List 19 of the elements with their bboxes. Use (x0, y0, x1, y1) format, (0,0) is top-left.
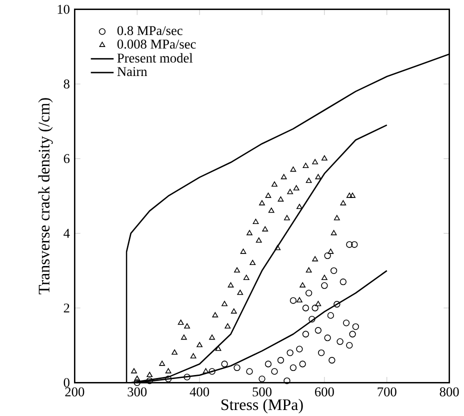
y-tick-label: 8 (64, 79, 70, 88)
y-tick-label: 2 (64, 304, 70, 312)
x-tick-label: 800 (440, 387, 459, 396)
x-tick-label: 200 (65, 387, 84, 396)
y-tick-label: 0 (64, 378, 70, 388)
y-tick-label: 10 (58, 4, 70, 14)
y-tick-label: 4 (64, 228, 70, 238)
x-tick-label: 400 (190, 387, 210, 396)
x-tick-label: 300 (128, 387, 147, 396)
legend-label: 0.008 MPa/sec (117, 40, 196, 49)
legend-label: Present model (117, 53, 193, 63)
x-tick-label: 500 (252, 387, 272, 396)
y-tick-label: 6 (64, 154, 70, 164)
legend-label: Nairn (117, 67, 148, 76)
x-tick-label: 700 (378, 387, 396, 396)
x-tick-label: 600 (315, 387, 334, 396)
x-axis-title: Stress (MPa) (222, 398, 303, 414)
y-axis-title: Transverse crack density (/cm) (38, 98, 53, 294)
legend-label: 0.8 MPa/sec (117, 26, 182, 36)
